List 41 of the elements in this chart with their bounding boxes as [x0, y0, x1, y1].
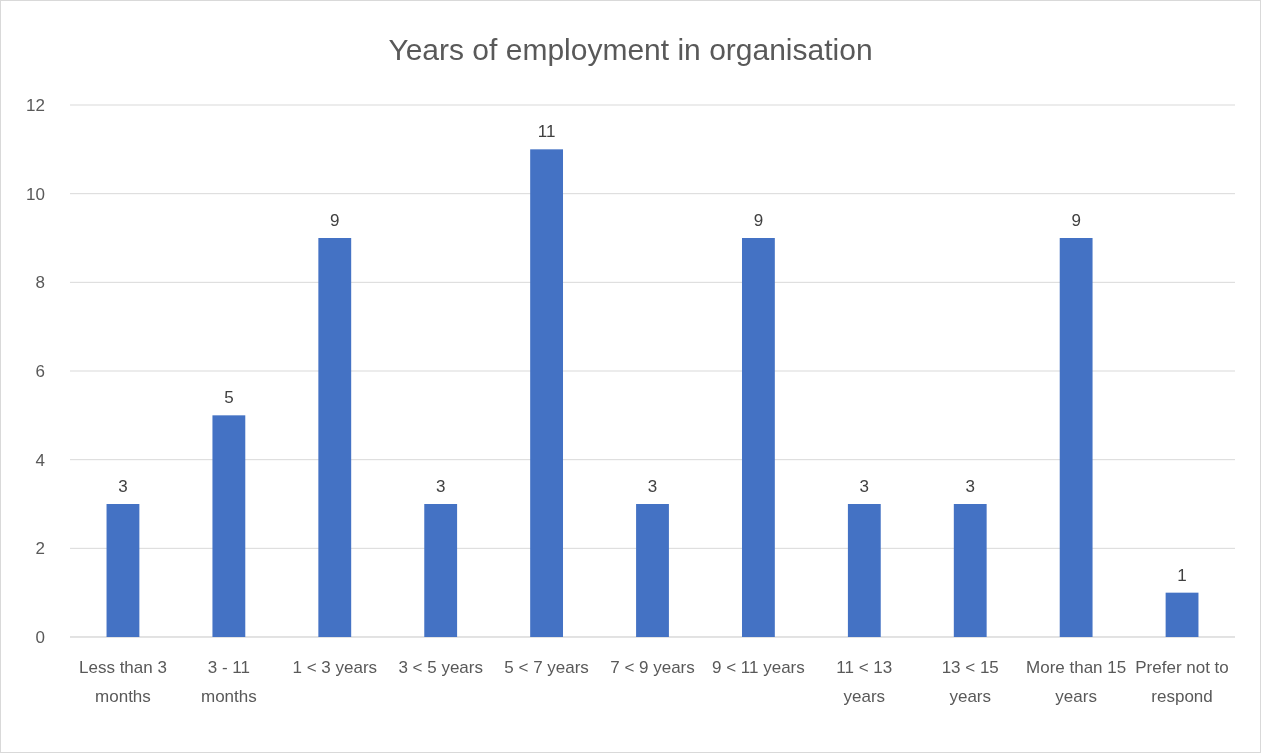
x-tick-label: 1 < 3 years [292, 658, 378, 677]
data-label: 3 [118, 477, 128, 496]
chart-title: Years of employment in organisation [388, 33, 873, 66]
y-tick-label: 0 [35, 628, 45, 647]
bar [741, 238, 775, 637]
y-tick-label: 8 [35, 273, 45, 293]
bar [106, 504, 140, 637]
bar [953, 504, 987, 637]
bar [212, 415, 246, 637]
data-label: 9 [1071, 211, 1081, 230]
x-tick-label: Prefer not to respond [1135, 658, 1229, 706]
data-label: 5 [224, 388, 234, 408]
y-tick-label: 4 [35, 450, 45, 470]
x-tick-label: Less than 3 months [79, 658, 167, 706]
data-label: 11 [537, 122, 556, 142]
bar [1165, 592, 1199, 637]
x-tick-label: 7 < 9 years [610, 658, 695, 677]
data-label: 9 [753, 211, 764, 230]
bar [1059, 238, 1093, 637]
x-tick-label: More than 15 years [1026, 658, 1127, 706]
x-tick-label: 3 - 11 months [200, 658, 257, 706]
x-tick-label: 11 < 13 years [836, 658, 893, 706]
x-tick-label: 9 < 11 years [712, 658, 805, 677]
data-label: 3 [647, 477, 658, 496]
data-label: 9 [330, 211, 340, 230]
data-label: 3 [435, 477, 446, 496]
data-label: 3 [965, 477, 975, 496]
bar [847, 504, 881, 637]
bar [424, 504, 458, 637]
bar [318, 238, 352, 637]
x-tick-label: 3 < 5 years [398, 658, 483, 677]
data-label: 3 [859, 477, 870, 496]
y-tick-label: 2 [35, 539, 45, 559]
x-tick-label: 13 < 15 years [941, 658, 999, 706]
bar [530, 149, 564, 637]
y-tick-label: 6 [35, 362, 45, 381]
y-tick-label: 12 [26, 96, 45, 115]
y-tick-label: 10 [26, 184, 45, 204]
bar [636, 504, 669, 637]
data-label: 1 [1177, 565, 1187, 585]
x-tick-label: 5 < 7 years [504, 658, 589, 677]
